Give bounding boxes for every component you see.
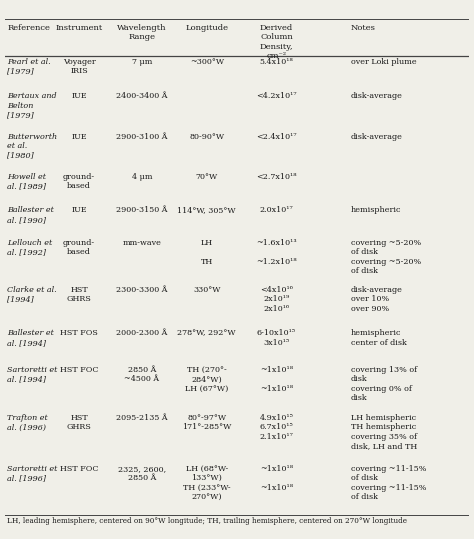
Text: Sartoretti et
al. [1996]: Sartoretti et al. [1996] xyxy=(7,465,57,482)
Text: 2000-2300 Å: 2000-2300 Å xyxy=(116,329,167,337)
Text: 2850 Å
~4500 Å: 2850 Å ~4500 Å xyxy=(124,366,159,383)
Text: Clarke et al.
[1994]: Clarke et al. [1994] xyxy=(7,286,57,303)
Text: 2325, 2600,
2850 Å: 2325, 2600, 2850 Å xyxy=(118,465,166,482)
Text: HST FOS: HST FOS xyxy=(60,329,98,337)
Text: Derived
Column
Density,
cm⁻²: Derived Column Density, cm⁻² xyxy=(260,24,293,60)
Text: HST
GHRS: HST GHRS xyxy=(67,286,91,303)
Text: ~1x10¹⁸

~1x10¹⁸: ~1x10¹⁸ ~1x10¹⁸ xyxy=(260,465,293,492)
Text: 7 μm: 7 μm xyxy=(132,58,152,66)
Text: Wavelength
Range: Wavelength Range xyxy=(117,24,166,42)
Text: Voyager
IRIS: Voyager IRIS xyxy=(63,58,95,75)
Text: HST FOC: HST FOC xyxy=(60,465,98,473)
Text: Ballester et
al. [1990]: Ballester et al. [1990] xyxy=(7,206,54,224)
Text: ~1.6x10¹³

~1.2x10¹⁸: ~1.6x10¹³ ~1.2x10¹⁸ xyxy=(256,239,297,266)
Text: disk-average: disk-average xyxy=(351,133,403,141)
Text: ground-
based: ground- based xyxy=(63,239,95,256)
Text: 70°W: 70°W xyxy=(196,172,218,181)
Text: Reference: Reference xyxy=(7,24,50,32)
Text: ground-
based: ground- based xyxy=(63,172,95,190)
Text: 2095-2135 Å: 2095-2135 Å xyxy=(116,414,168,422)
Text: LH, leading hemisphere, centered on 90°W longitude; TH, trailing hemisphere, cen: LH, leading hemisphere, centered on 90°W… xyxy=(7,517,407,525)
Text: HST
GHRS: HST GHRS xyxy=(67,414,91,432)
Text: IUE: IUE xyxy=(71,133,87,141)
Text: Sartoretti et
al. [1994]: Sartoretti et al. [1994] xyxy=(7,366,57,383)
Text: HST FOC: HST FOC xyxy=(60,366,98,374)
Text: covering ~5-20%
of disk
covering ~5-20%
of disk: covering ~5-20% of disk covering ~5-20% … xyxy=(351,239,421,275)
Text: mm-wave: mm-wave xyxy=(122,239,161,246)
Text: Butterworth
et al.
[1980]: Butterworth et al. [1980] xyxy=(7,133,57,160)
Text: <4.2x10¹⁷: <4.2x10¹⁷ xyxy=(256,93,297,100)
Text: Lellouch et
al. [1992]: Lellouch et al. [1992] xyxy=(7,239,52,256)
Text: over Loki plume: over Loki plume xyxy=(351,58,417,66)
Text: ~1x10¹⁸

~1x10¹⁸: ~1x10¹⁸ ~1x10¹⁸ xyxy=(260,366,293,393)
Text: Bertaux and
Belton
[1979]: Bertaux and Belton [1979] xyxy=(7,93,57,120)
Text: covering 13% of
disk
covering 0% of
disk: covering 13% of disk covering 0% of disk xyxy=(351,366,417,402)
Text: 330°W: 330°W xyxy=(193,286,220,294)
Text: 2400-3400 Å: 2400-3400 Å xyxy=(116,93,167,100)
Text: hemispheric
center of disk: hemispheric center of disk xyxy=(351,329,407,347)
Text: Notes: Notes xyxy=(351,24,376,32)
Text: 80°-97°W
171°-285°W: 80°-97°W 171°-285°W xyxy=(182,414,231,432)
Text: Longitude: Longitude xyxy=(185,24,228,32)
Text: 80-90°W: 80-90°W xyxy=(189,133,224,141)
Text: <2.4x10¹⁷: <2.4x10¹⁷ xyxy=(256,133,297,141)
Text: LH (68°W-
133°W)
TH (233°W-
270°W): LH (68°W- 133°W) TH (233°W- 270°W) xyxy=(183,465,231,501)
Text: Howell et
al. [1989]: Howell et al. [1989] xyxy=(7,172,46,190)
Text: 2900-3100 Å: 2900-3100 Å xyxy=(116,133,167,141)
Text: <2.7x10¹⁸: <2.7x10¹⁸ xyxy=(256,172,297,181)
Text: 114°W, 305°W: 114°W, 305°W xyxy=(177,206,236,215)
Text: ~300°W: ~300°W xyxy=(190,58,224,66)
Text: Trafton et
al. (1996): Trafton et al. (1996) xyxy=(7,414,48,432)
Text: 2300-3300 Å: 2300-3300 Å xyxy=(116,286,167,294)
Text: disk-average: disk-average xyxy=(351,93,403,100)
Text: 4 μm: 4 μm xyxy=(131,172,152,181)
Text: Pearl et al.
[1979]: Pearl et al. [1979] xyxy=(7,58,51,75)
Text: Instrument: Instrument xyxy=(55,24,103,32)
Text: 5.4x10¹⁸: 5.4x10¹⁸ xyxy=(260,58,293,66)
Text: disk-average
over 10%
over 90%: disk-average over 10% over 90% xyxy=(351,286,403,313)
Text: <4x10¹⁶
2x10¹⁹
2x10¹⁶: <4x10¹⁶ 2x10¹⁹ 2x10¹⁶ xyxy=(260,286,293,313)
Text: 6-10x10¹⁵
3x10¹⁵: 6-10x10¹⁵ 3x10¹⁵ xyxy=(257,329,296,347)
Text: TH (270°-
284°W)
LH (67°W): TH (270°- 284°W) LH (67°W) xyxy=(185,366,228,393)
Text: IUE: IUE xyxy=(71,206,87,215)
Text: LH

TH: LH TH xyxy=(201,239,213,266)
Text: 278°W, 292°W: 278°W, 292°W xyxy=(177,329,236,337)
Text: 4.9x10¹⁵
6.7x10¹⁵
2.1x10¹⁷: 4.9x10¹⁵ 6.7x10¹⁵ 2.1x10¹⁷ xyxy=(260,414,293,441)
Text: covering ~11-15%
of disk
covering ~11-15%
of disk: covering ~11-15% of disk covering ~11-15… xyxy=(351,465,426,501)
Text: 2900-3150 Å: 2900-3150 Å xyxy=(116,206,167,215)
Text: LH hemispheric
TH hemispheric
covering 35% of
disk, LH and TH: LH hemispheric TH hemispheric covering 3… xyxy=(351,414,417,451)
Text: IUE: IUE xyxy=(71,93,87,100)
Text: 2.0x10¹⁷: 2.0x10¹⁷ xyxy=(260,206,293,215)
Text: Ballester et
al. [1994]: Ballester et al. [1994] xyxy=(7,329,54,347)
Text: hemispheric: hemispheric xyxy=(351,206,401,215)
